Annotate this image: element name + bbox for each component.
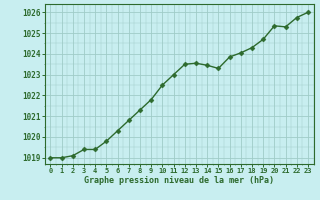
X-axis label: Graphe pression niveau de la mer (hPa): Graphe pression niveau de la mer (hPa): [84, 176, 274, 185]
